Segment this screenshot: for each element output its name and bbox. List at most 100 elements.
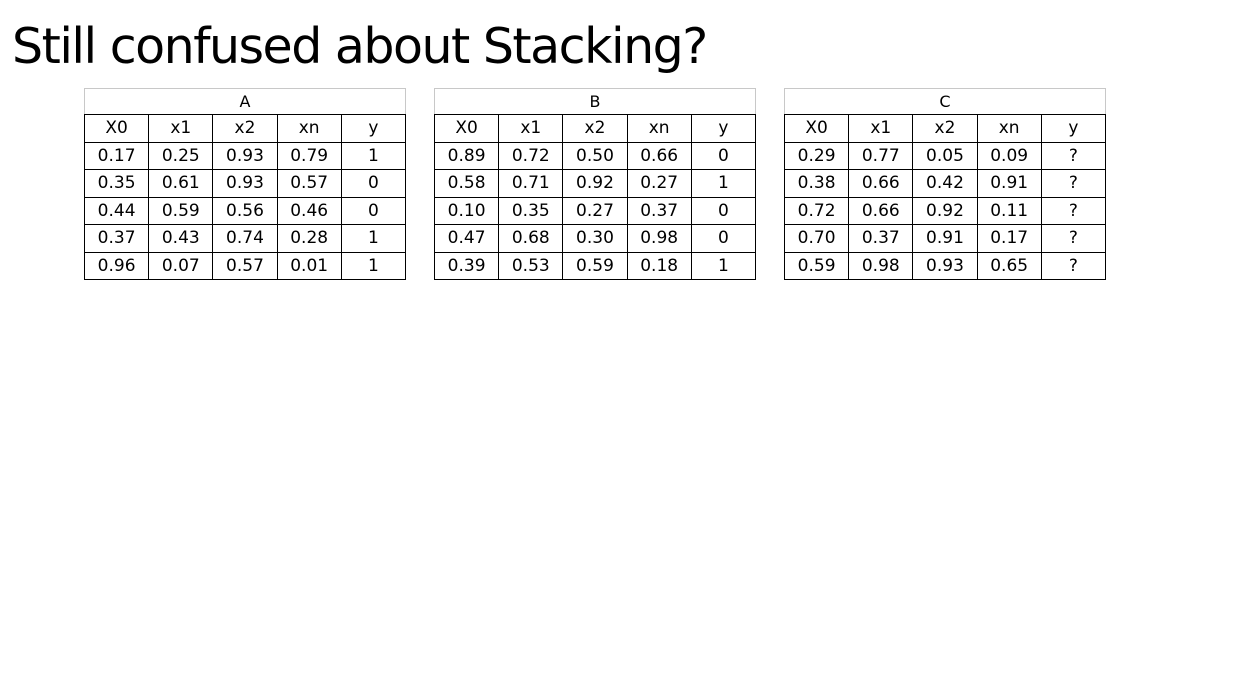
column-header: X0 <box>83 114 150 143</box>
table-cell: 0.58 <box>433 169 500 198</box>
table-cell: 0.66 <box>626 141 692 170</box>
table-cell: 0.79 <box>276 141 342 170</box>
table-cell: 0.72 <box>783 196 850 225</box>
data-table-b: X0 x1 x2 xn y 0.89 0.72 0.50 0.66 0 0.58… <box>433 114 757 280</box>
table-row: 0.35 0.61 0.93 0.57 0 <box>83 169 407 198</box>
table-cell: 0.46 <box>276 196 342 225</box>
table-cell: 0.44 <box>83 196 150 225</box>
table-cell: 0.91 <box>976 169 1042 198</box>
table-cell: 0.59 <box>148 196 214 225</box>
table-cell: 0.27 <box>626 169 692 198</box>
data-table-c: X0 x1 x2 xn y 0.29 0.77 0.05 0.09 ? 0.38… <box>783 114 1107 280</box>
table-cell: 0.47 <box>433 224 500 253</box>
table-cell: 0.53 <box>498 251 564 280</box>
table-cell: 1 <box>340 251 407 280</box>
header-row: X0 x1 x2 xn y <box>433 114 757 143</box>
table-cell: 0 <box>690 196 757 225</box>
table-cell: 0.35 <box>498 196 564 225</box>
table-cell: ? <box>1040 224 1107 253</box>
table-cell: 0.17 <box>976 224 1042 253</box>
table-cell: 0.27 <box>562 196 628 225</box>
table-label: B <box>434 88 756 114</box>
table-cell: 0.98 <box>626 224 692 253</box>
table-cell: 0.56 <box>212 196 278 225</box>
table-cell: 0.77 <box>848 141 914 170</box>
table-cell: 0.07 <box>148 251 214 280</box>
column-header: y <box>1040 114 1107 143</box>
table-cell: ? <box>1040 169 1107 198</box>
table-cell: 0 <box>340 196 407 225</box>
table-row: 0.44 0.59 0.56 0.46 0 <box>83 196 407 225</box>
table-cell: 0.11 <box>976 196 1042 225</box>
table-cell: ? <box>1040 196 1107 225</box>
table-row: 0.96 0.07 0.57 0.01 1 <box>83 251 407 280</box>
table-cell: ? <box>1040 251 1107 280</box>
table-row: 0.17 0.25 0.93 0.79 1 <box>83 141 407 170</box>
table-cell: 0.65 <box>976 251 1042 280</box>
slide-title: Still confused about Stacking? <box>12 18 708 75</box>
table-cell: 0.59 <box>562 251 628 280</box>
table-cell: 0.96 <box>83 251 150 280</box>
table-cell: 0.50 <box>562 141 628 170</box>
table-row: 0.10 0.35 0.27 0.37 0 <box>433 196 757 225</box>
table-cell: 0.18 <box>626 251 692 280</box>
table-cell: 0.30 <box>562 224 628 253</box>
table-cell: 0.42 <box>912 169 978 198</box>
table-row: 0.89 0.72 0.50 0.66 0 <box>433 141 757 170</box>
table-cell: 0.70 <box>783 224 850 253</box>
table-cell: ? <box>1040 141 1107 170</box>
header-row: X0 x1 x2 xn y <box>83 114 407 143</box>
table-cell: 0.68 <box>498 224 564 253</box>
table-cell: 0.93 <box>212 169 278 198</box>
table-cell: 0.71 <box>498 169 564 198</box>
table-label: A <box>84 88 406 114</box>
column-header: x2 <box>562 114 628 143</box>
table-cell: 0.92 <box>912 196 978 225</box>
table-cell: 0.35 <box>83 169 150 198</box>
column-header: x2 <box>212 114 278 143</box>
table-cell: 0.37 <box>626 196 692 225</box>
table-cell: 0.59 <box>783 251 850 280</box>
data-table-a: X0 x1 x2 xn y 0.17 0.25 0.93 0.79 1 0.35… <box>83 114 407 280</box>
table-row: 0.47 0.68 0.30 0.98 0 <box>433 224 757 253</box>
table-cell: 0.37 <box>83 224 150 253</box>
column-header: x2 <box>912 114 978 143</box>
table-cell: 1 <box>340 224 407 253</box>
data-block-c: C X0 x1 x2 xn y 0.29 0.77 0.05 0.09 ? 0.… <box>783 88 1107 280</box>
table-cell: 0.66 <box>848 169 914 198</box>
table-cell: 0.17 <box>83 141 150 170</box>
table-cell: 0.72 <box>498 141 564 170</box>
table-row: 0.72 0.66 0.92 0.11 ? <box>783 196 1107 225</box>
table-cell: 0.01 <box>276 251 342 280</box>
column-header: y <box>340 114 407 143</box>
table-cell: 0.25 <box>148 141 214 170</box>
table-cell: 0.37 <box>848 224 914 253</box>
table-cell: 0.39 <box>433 251 500 280</box>
table-cell: 0.89 <box>433 141 500 170</box>
table-row: 0.29 0.77 0.05 0.09 ? <box>783 141 1107 170</box>
table-cell: 1 <box>690 169 757 198</box>
table-label: C <box>784 88 1106 114</box>
table-row: 0.58 0.71 0.92 0.27 1 <box>433 169 757 198</box>
table-row: 0.70 0.37 0.91 0.17 ? <box>783 224 1107 253</box>
column-header: x1 <box>498 114 564 143</box>
table-row: 0.38 0.66 0.42 0.91 ? <box>783 169 1107 198</box>
table-cell: 0.43 <box>148 224 214 253</box>
column-header: x1 <box>148 114 214 143</box>
table-cell: 0.98 <box>848 251 914 280</box>
column-header: X0 <box>783 114 850 143</box>
column-header: y <box>690 114 757 143</box>
table-cell: 0 <box>690 141 757 170</box>
table-cell: 0.66 <box>848 196 914 225</box>
table-cell: 0.57 <box>212 251 278 280</box>
table-row: 0.59 0.98 0.93 0.65 ? <box>783 251 1107 280</box>
table-cell: 0.09 <box>976 141 1042 170</box>
table-cell: 0.92 <box>562 169 628 198</box>
table-cell: 0.38 <box>783 169 850 198</box>
table-cell: 0.05 <box>912 141 978 170</box>
column-header: x1 <box>848 114 914 143</box>
table-cell: 0 <box>690 224 757 253</box>
table-cell: 0.10 <box>433 196 500 225</box>
column-header: X0 <box>433 114 500 143</box>
table-cell: 0.74 <box>212 224 278 253</box>
